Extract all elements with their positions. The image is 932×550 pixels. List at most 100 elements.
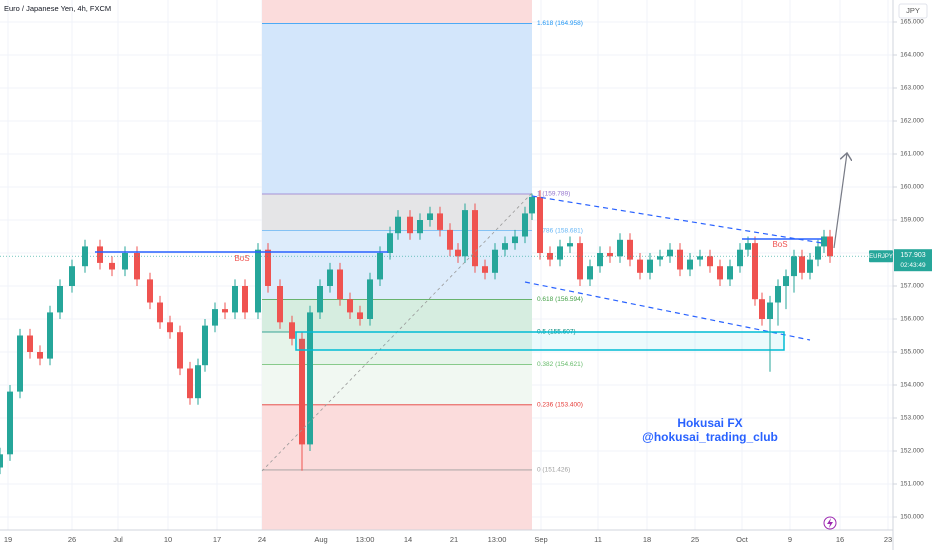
candle-body (557, 246, 563, 260)
candles (0, 190, 893, 475)
candle-body (177, 332, 183, 369)
x-tick-label: Aug (314, 535, 327, 544)
candle-body (472, 210, 478, 267)
candle-body (667, 249, 673, 257)
candle-body (492, 249, 498, 273)
axes: 150.000 151.000 152.000 153.000 154.000 155.0… (4, 19, 932, 544)
x-tick-label: 14 (404, 535, 412, 544)
x-tick-label: 24 (258, 535, 266, 544)
candle-body (727, 266, 733, 280)
candle-body (337, 269, 343, 300)
candle-body (437, 213, 443, 230)
projection-arrow (833, 153, 847, 249)
y-tick-label: 165.000 (900, 19, 924, 26)
candle-body (637, 259, 643, 273)
fib-zone (262, 230, 532, 300)
candle-body (827, 236, 833, 257)
y-tick-label: 153.000 (900, 415, 924, 422)
fib-label: 1.618 (164.958) (537, 20, 583, 27)
candle-body (529, 196, 535, 214)
alert-icon[interactable] (823, 516, 837, 530)
fib-label: 0.618 (156.594) (537, 296, 583, 303)
candle-body (647, 259, 653, 273)
candle-body (407, 216, 413, 234)
symbol-label: EURJPY (869, 254, 893, 260)
candle-body (122, 253, 128, 270)
x-tick-label: 9 (788, 535, 792, 544)
candle-body (347, 299, 353, 313)
fib-zone (262, 23, 532, 194)
candle-body (512, 236, 518, 244)
y-tick-label: 164.000 (900, 52, 924, 59)
candle-body (821, 236, 827, 247)
candle-body (327, 269, 333, 287)
candle-body (97, 246, 103, 263)
chart-title: Euro / Japanese Yen, 4h, FXCM (4, 4, 111, 13)
candle-body (157, 302, 163, 323)
candle-body (57, 286, 63, 313)
alert-bolt (827, 518, 833, 528)
x-tick-label: 21 (450, 535, 458, 544)
candle-body (277, 286, 283, 323)
candle-body (417, 220, 423, 234)
x-tick-label: 11 (594, 535, 602, 544)
fib-zone (262, 299, 532, 332)
candle-body (462, 210, 468, 257)
countdown: 02:43:49 (900, 262, 926, 269)
candle-body (455, 249, 461, 257)
x-tick-label: 25 (691, 535, 699, 544)
candle-body (657, 256, 663, 260)
fib-label: 0.786 (158.681) (537, 227, 583, 234)
candle-body (759, 299, 765, 320)
y-tick-label: 157.000 (900, 283, 924, 290)
x-tick-label: 13:00 (488, 535, 507, 544)
x-tick-label: 23 (884, 535, 892, 544)
fib-zones: 1.618 (164.958) 1 (159.789) 0.786 (158.681… (262, 0, 583, 530)
brand: Hokusai FX (677, 416, 742, 430)
candle-body (815, 246, 821, 260)
y-tick-label: 159.000 (900, 217, 924, 224)
candle-body (567, 243, 573, 247)
candle-body (752, 243, 758, 300)
candle-body (607, 253, 613, 257)
x-tick-label: 10 (164, 535, 172, 544)
candle-body (69, 266, 75, 287)
candle-body (202, 325, 208, 366)
y-tick-label: 162.000 (900, 118, 924, 125)
candle-body (17, 335, 23, 392)
candle-body (447, 229, 453, 250)
candle-body (737, 249, 743, 267)
candle-body (395, 216, 401, 234)
candle-body (357, 312, 363, 320)
candle-body (307, 312, 313, 445)
candle-body (134, 253, 140, 280)
candle-body (807, 259, 813, 273)
price-tag (894, 249, 932, 272)
candle-body (0, 454, 3, 468)
candle-body (587, 266, 593, 280)
y-tick-label: 154.000 (900, 382, 924, 389)
currency-box[interactable] (898, 3, 928, 19)
price-label: 157.903 (900, 252, 925, 259)
x-tick-label: 26 (68, 535, 76, 544)
candle-body (242, 286, 248, 313)
channel-bottom (524, 281, 811, 341)
fib-zone (262, 469, 532, 530)
x-tick-label: 13:00 (356, 535, 375, 544)
y-tick-label: 160.000 (900, 184, 924, 191)
candle-body (537, 196, 543, 254)
candle-body (775, 286, 781, 303)
drawings: BoS BoS Hokusai FX @hokusai_trading_club (95, 153, 847, 530)
y-tick-label: 156.000 (900, 316, 924, 323)
candle-body (482, 266, 488, 273)
candle-body (187, 368, 193, 399)
candle-body (37, 352, 43, 359)
candle-body (577, 243, 583, 280)
candle-body (767, 302, 773, 320)
candle-body (195, 365, 201, 399)
candle-body (7, 391, 13, 455)
x-tick-label: 18 (643, 535, 651, 544)
candle-body (47, 312, 53, 359)
y-tick-label: 163.000 (900, 85, 924, 92)
candle-body (687, 259, 693, 270)
